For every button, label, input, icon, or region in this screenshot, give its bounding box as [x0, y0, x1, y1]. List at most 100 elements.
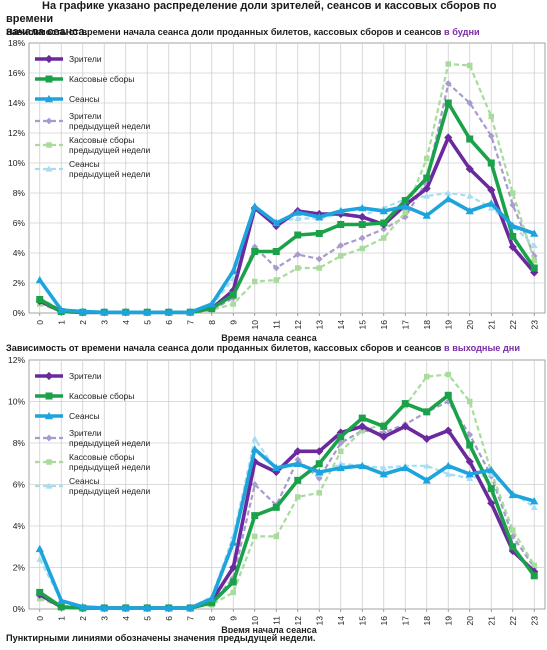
data-point-sessions_prev — [337, 460, 345, 467]
legend-label: Сеансы — [69, 476, 100, 486]
data-point-sessions — [530, 229, 539, 237]
x-tick-label: 6 — [164, 616, 174, 621]
data-point-box_office_prev — [424, 373, 430, 380]
data-point-sessions — [121, 308, 130, 316]
data-point-sessions — [35, 544, 44, 553]
y-tick-label: 4% — [13, 248, 26, 258]
x-tick-label: 19 — [443, 320, 453, 330]
data-point-viewers_prev — [380, 225, 388, 233]
data-point-viewers_prev — [294, 251, 302, 258]
data-point-sessions — [358, 461, 367, 470]
data-point-box_office_prev — [359, 427, 365, 434]
y-tick-label: 14% — [8, 98, 25, 108]
data-point-viewers — [508, 242, 517, 252]
y-tick-label: 4% — [13, 521, 26, 531]
x-tick-label: 11 — [271, 320, 281, 329]
legend-swatch-marker — [45, 392, 53, 400]
data-point-sessions_prev — [423, 192, 431, 199]
legend-swatch-marker — [46, 142, 52, 148]
x-tick-label: 2 — [78, 616, 88, 621]
legend-label: Кассовые сборы — [69, 391, 134, 401]
x-tick-label: 0 — [35, 320, 45, 325]
y-tick-label: 12% — [8, 355, 25, 365]
data-point-box_office — [401, 197, 409, 204]
data-point-viewers — [358, 212, 367, 222]
data-point-sessions — [100, 603, 109, 612]
data-point-box_office_prev — [381, 235, 387, 241]
legend-label: предыдущей недели — [69, 169, 150, 179]
data-point-sessions — [207, 594, 216, 602]
data-point-box_office_prev — [510, 527, 516, 533]
legend-label: Сеансы — [69, 94, 100, 104]
y-tick-label: 10% — [8, 158, 25, 168]
x-tick-label: 16 — [379, 320, 389, 330]
data-point-box_office_prev — [230, 589, 236, 596]
data-point-box_office — [423, 408, 431, 416]
data-point-box_office_prev — [510, 190, 516, 196]
data-point-sessions — [121, 603, 130, 612]
legend-label: Зрители — [69, 54, 102, 64]
data-point-box_office — [530, 572, 538, 580]
data-point-box_office — [466, 135, 474, 143]
data-point-sessions_prev — [294, 215, 302, 222]
data-point-sessions — [336, 463, 345, 472]
x-tick-label: 7 — [185, 616, 195, 621]
x-tick-label: 12 — [293, 616, 303, 626]
data-point-box_office — [294, 231, 302, 239]
chart-title-text: Зависимость от времени начала сеанса дол… — [6, 343, 442, 353]
heading-line-1: На графике указано распределение доли зр… — [6, 0, 497, 25]
data-point-box_office_prev — [316, 490, 322, 496]
x-tick-label: 18 — [422, 616, 432, 626]
data-point-box_office — [337, 221, 345, 228]
data-point-box_office_prev — [467, 62, 473, 69]
y-tick-label: 16% — [8, 68, 25, 78]
data-point-box_office_prev — [252, 278, 258, 285]
x-tick-label: 22 — [508, 320, 518, 330]
data-point-box_office — [423, 174, 431, 182]
x-tick-label: 6 — [164, 320, 174, 325]
data-point-box_office_prev — [316, 265, 322, 271]
x-tick-label: 17 — [400, 320, 410, 330]
data-point-sessions — [272, 218, 281, 227]
x-tick-label: 8 — [207, 320, 217, 325]
chart-title-highlight: в выходные дни — [444, 343, 520, 353]
data-point-viewers_prev — [509, 201, 517, 209]
data-point-box_office — [358, 414, 366, 422]
data-point-viewers — [229, 563, 238, 572]
data-point-box_office — [509, 543, 517, 551]
legend-swatch-marker — [44, 411, 54, 420]
data-point-viewers_prev — [466, 431, 474, 439]
data-point-sessions — [143, 603, 152, 612]
weekday-chart: 0%2%4%6%8%10%12%14%16%18%0 1 2 3 4 5 6 7 8 9 10 11 1… — [8, 38, 546, 343]
data-point-sessions — [422, 476, 431, 484]
x-tick-label: 9 — [228, 616, 238, 621]
data-point-viewers — [444, 133, 453, 142]
data-point-viewers_prev — [251, 481, 259, 488]
data-point-sessions_prev — [530, 242, 538, 249]
data-point-sessions — [315, 467, 324, 476]
data-point-sessions — [250, 202, 259, 210]
x-tick-label: 13 — [314, 320, 324, 330]
data-point-sessions — [315, 212, 324, 221]
data-point-sessions — [293, 459, 302, 468]
x-tick-label: 1 — [56, 320, 66, 325]
y-tick-label: 8% — [13, 188, 26, 198]
data-point-box_office — [401, 400, 409, 408]
data-point-box_office — [487, 485, 495, 493]
data-point-viewers_prev — [337, 242, 345, 249]
y-tick-label: 6% — [13, 218, 26, 228]
legend-swatch-marker — [45, 482, 53, 489]
x-tick-label: 20 — [465, 320, 475, 330]
legend-swatch-marker — [45, 75, 53, 83]
data-point-sessions — [487, 465, 496, 474]
legend-swatch-marker — [46, 459, 52, 465]
legend-label: предыдущей недели — [69, 462, 150, 472]
data-point-sessions_prev — [36, 555, 44, 562]
data-point-box_office — [208, 599, 216, 607]
data-point-sessions — [379, 470, 388, 478]
y-tick-label: 0% — [13, 308, 26, 318]
data-point-sessions — [164, 308, 173, 316]
data-point-viewers — [444, 426, 453, 435]
data-point-sessions_prev — [466, 474, 474, 481]
